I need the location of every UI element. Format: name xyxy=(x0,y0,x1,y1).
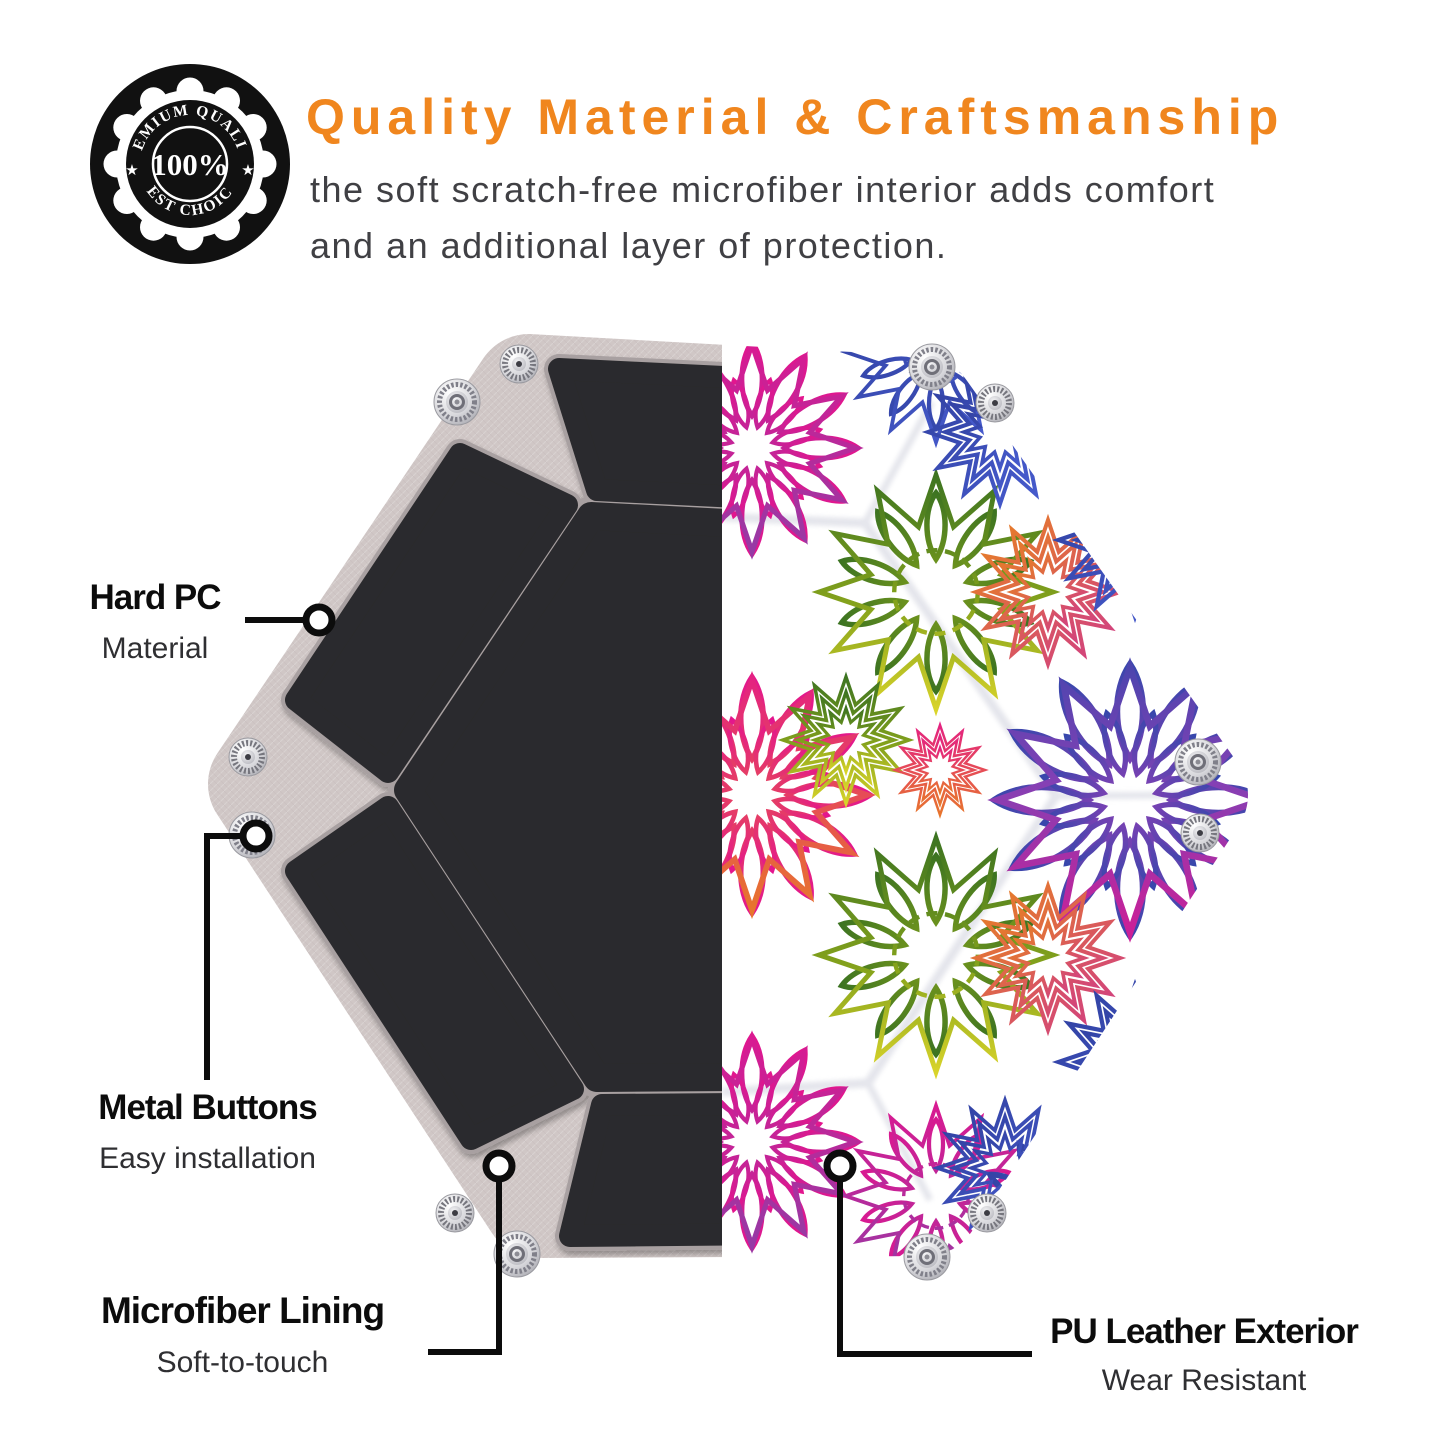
callout-microfiber-lining: Microfiber Lining Soft-to-touch xyxy=(40,1290,445,1380)
callout-line-pu-leather xyxy=(837,1180,1032,1357)
callout-metal-buttons-subtitle: Easy installation xyxy=(99,1142,316,1175)
metal-button xyxy=(229,738,267,776)
callout-markers xyxy=(239,603,857,1183)
metal-button xyxy=(904,1234,950,1280)
callout-metal-buttons-title: Metal Buttons xyxy=(98,1088,317,1127)
callout-marker-hard-pc xyxy=(302,603,336,637)
metal-button xyxy=(909,344,955,390)
metal-button xyxy=(1181,814,1219,852)
callout-hard-pc: Hard PC Material xyxy=(35,578,275,666)
callout-pu-leather-title: PU Leather Exterior xyxy=(1050,1312,1359,1351)
callout-pu-leather-subtitle: Wear Resistant xyxy=(1101,1364,1307,1397)
metal-button xyxy=(436,1194,474,1232)
callout-line-microfiber xyxy=(428,1180,502,1355)
callout-microfiber-lining-title: Microfiber Lining xyxy=(100,1290,385,1331)
metal-button xyxy=(500,345,538,383)
callout-leaders xyxy=(204,617,1032,1357)
flap-pad-lower-left xyxy=(285,796,584,1150)
metal-button xyxy=(968,1194,1006,1232)
callout-hard-pc-subtitle: Material xyxy=(101,632,209,665)
metal-button xyxy=(1175,739,1221,785)
callout-hard-pc-title: Hard PC xyxy=(89,578,221,617)
tray-exterior-pattern xyxy=(722,262,1342,1330)
flap-pad-upper-left xyxy=(285,443,578,783)
callout-microfiber-lining-subtitle: Soft-to-touch xyxy=(156,1346,329,1379)
metal-button xyxy=(434,379,480,425)
callout-metal-buttons: Metal Buttons Easy installation xyxy=(35,1088,380,1176)
callout-pu-leather: PU Leather Exterior Wear Resistant xyxy=(1028,1312,1380,1398)
callout-marker-metal-buttons xyxy=(239,819,273,853)
metal-button xyxy=(976,384,1014,422)
callout-line-metal-buttons xyxy=(204,833,243,1080)
callout-marker-microfiber xyxy=(482,1149,516,1183)
callout-marker-pu-leather xyxy=(823,1149,857,1183)
